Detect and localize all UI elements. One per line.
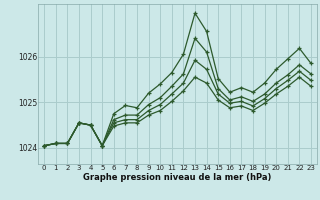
X-axis label: Graphe pression niveau de la mer (hPa): Graphe pression niveau de la mer (hPa) [84, 173, 272, 182]
